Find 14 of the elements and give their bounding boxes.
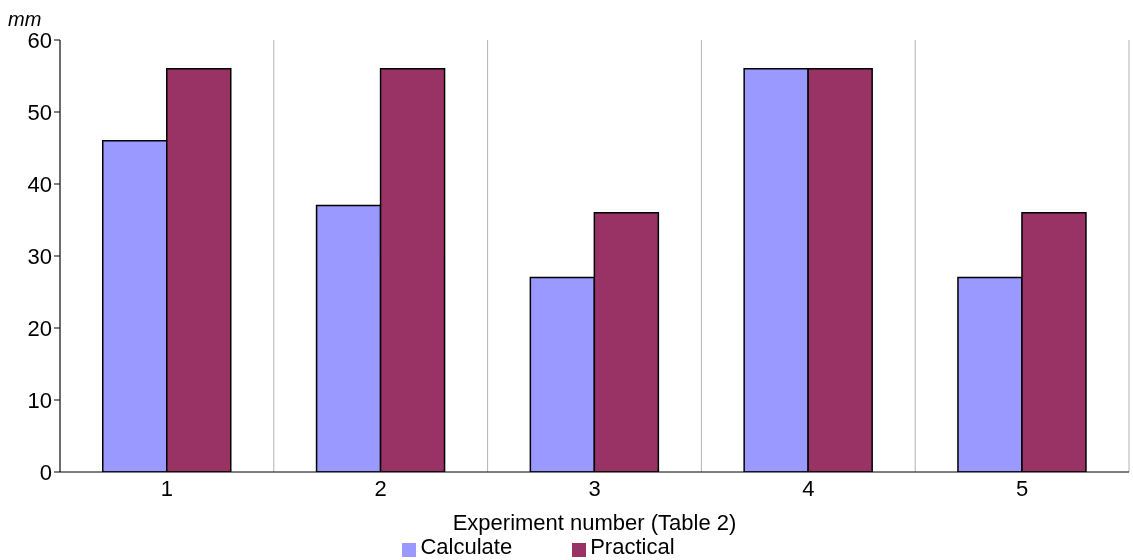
x-tick-label: 1 [160, 475, 174, 501]
legend-label: Practical [590, 534, 675, 559]
y-tick-label: 30 [27, 243, 52, 269]
y-tick-label: 50 [27, 99, 52, 125]
x-axis-title: Experiment number (Table 2) [452, 510, 737, 535]
x-tick-label: 4 [802, 475, 815, 501]
y-tick-label: 10 [27, 387, 52, 413]
y-tick-label: 20 [27, 315, 52, 341]
x-tick-label: 2 [374, 475, 387, 501]
legend-label: Calculate [420, 534, 513, 559]
y-tick-label: 0 [39, 459, 52, 485]
x-tick-label: 5 [1015, 475, 1029, 501]
y-tick-label: 40 [27, 171, 52, 197]
x-tick-label: 3 [588, 475, 601, 501]
